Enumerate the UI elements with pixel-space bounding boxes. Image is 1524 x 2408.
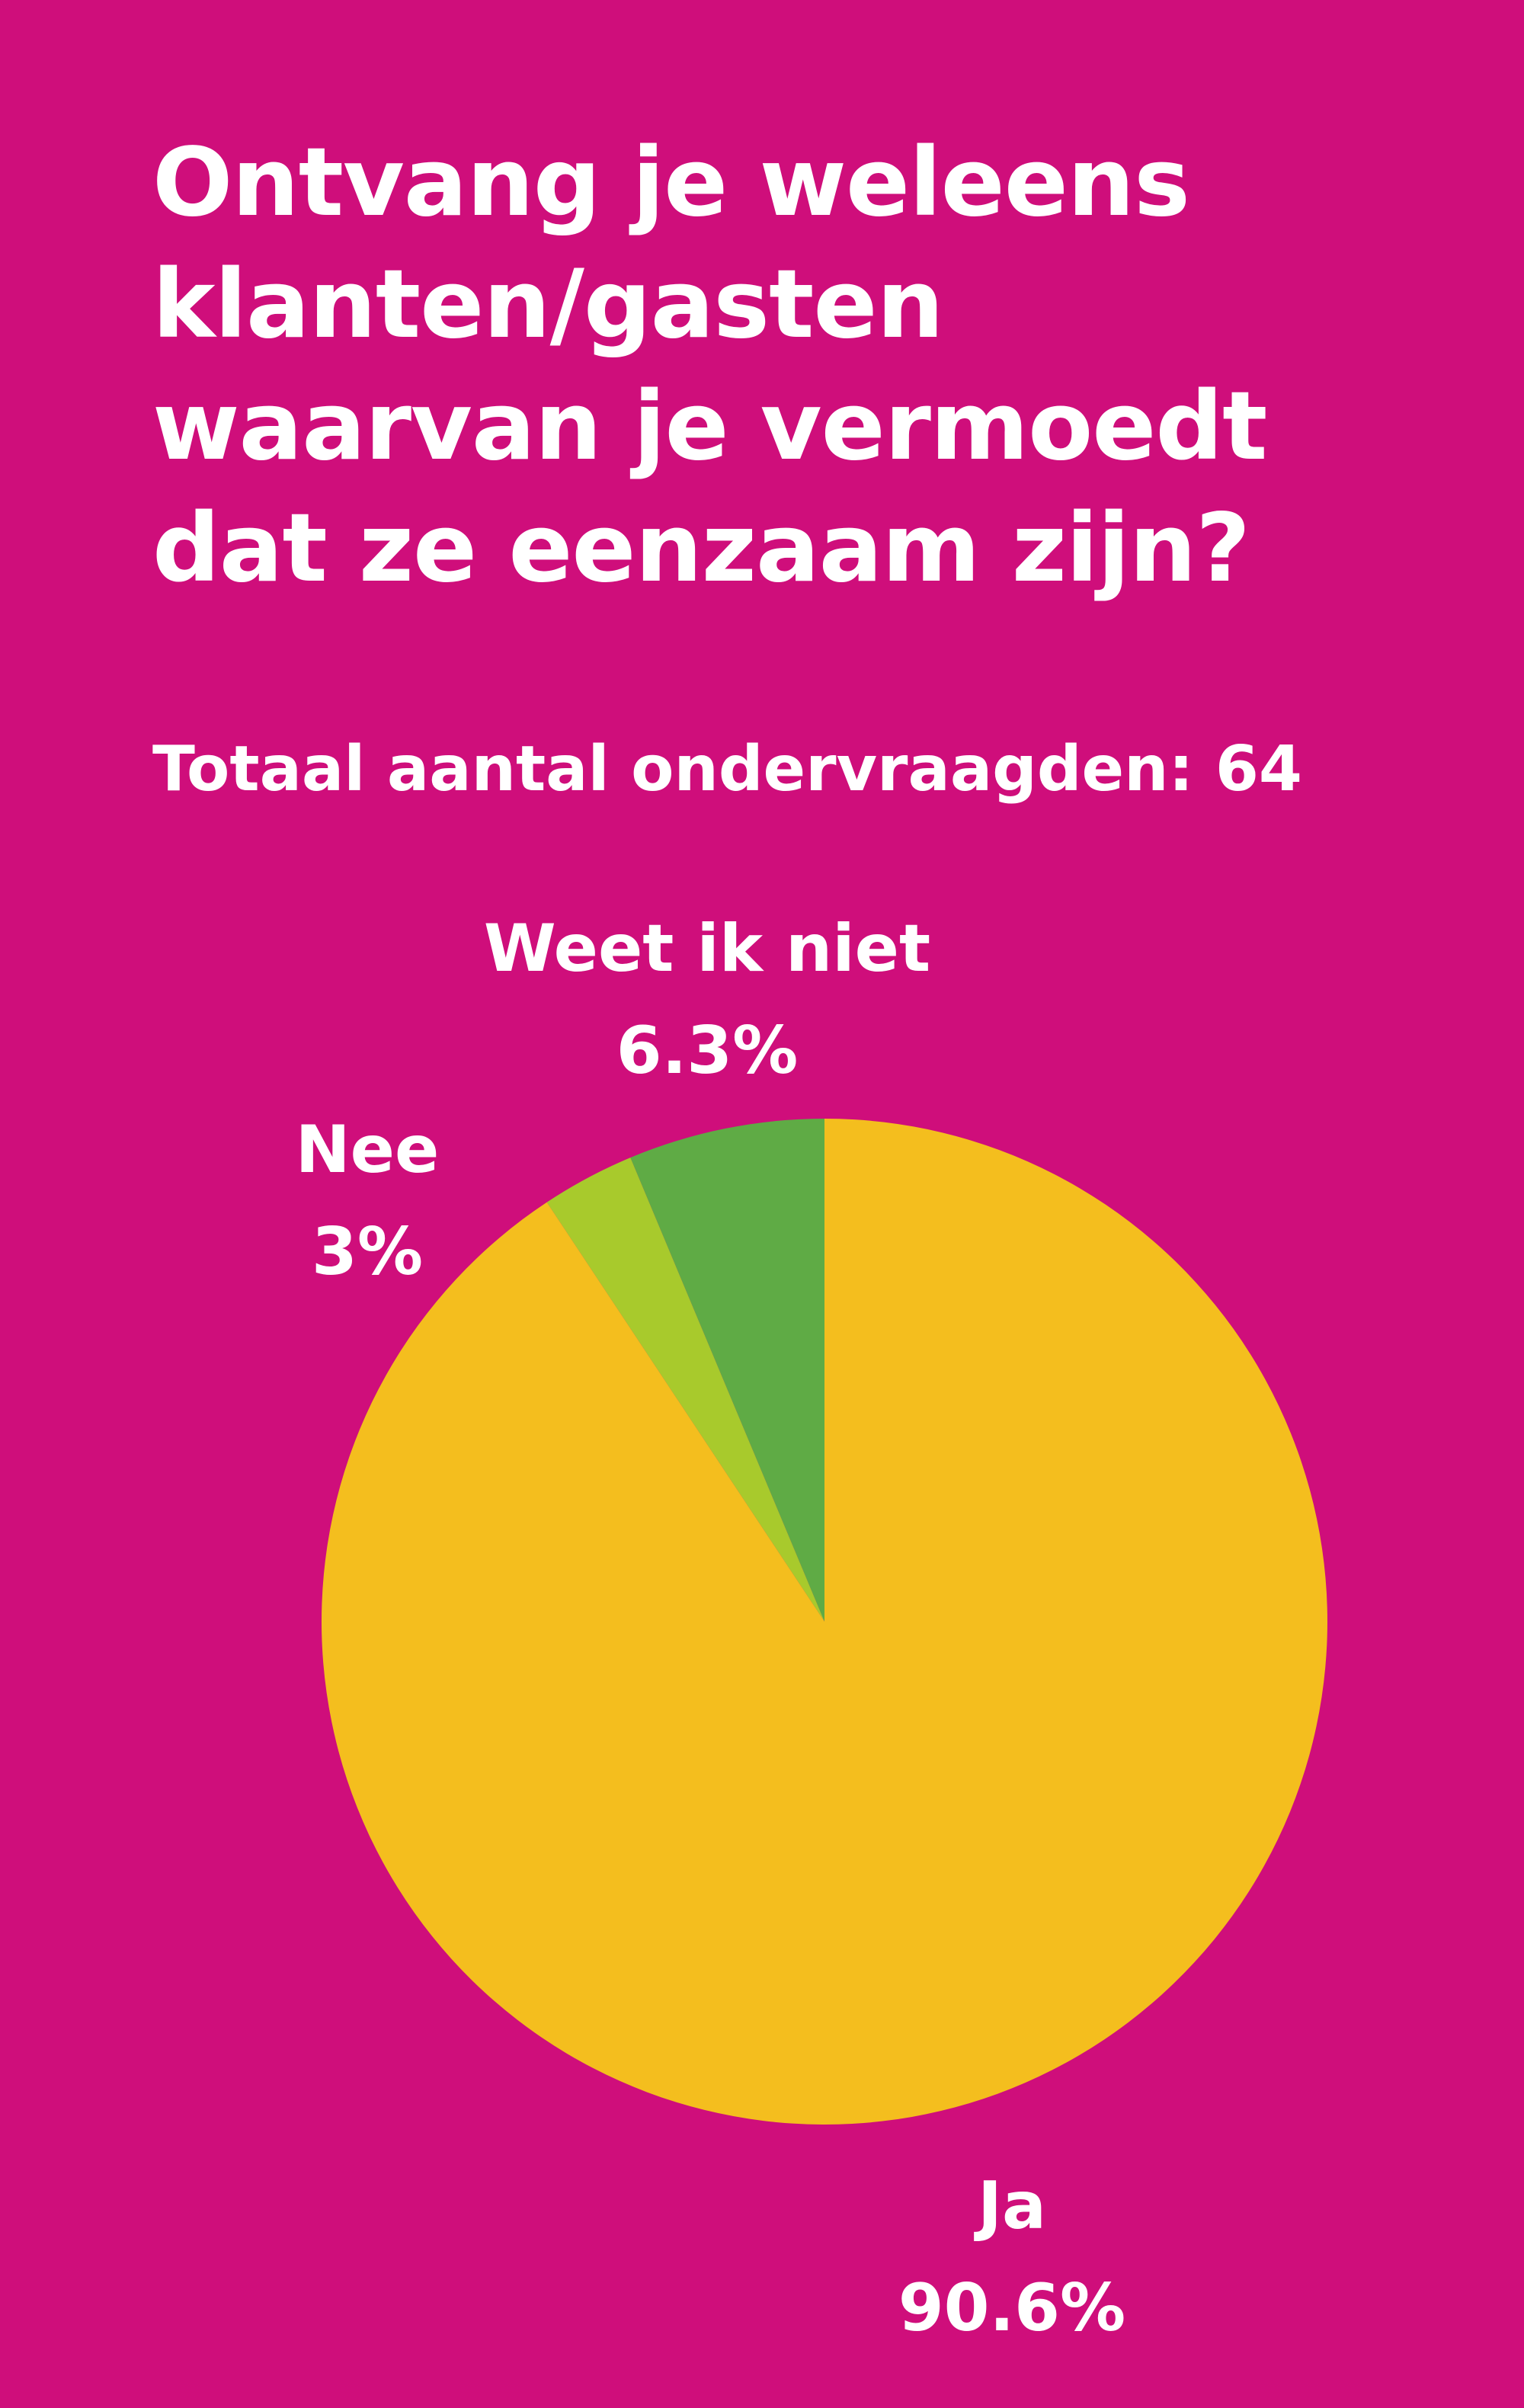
slice-value-weet-ik-niet: 6.3% (616, 1013, 799, 1089)
slice-value-ja: 90.6% (898, 2270, 1125, 2346)
title-line-2: klanten/gasten (152, 250, 944, 360)
slice-label-nee: Nee (296, 1112, 440, 1188)
chart-title: Ontvang je weleens klanten/gasten waarva… (152, 122, 1448, 610)
pie-slices (321, 1119, 1327, 2125)
pie-slice-nee (546, 1158, 824, 1622)
slice-value-nee: 3% (312, 1214, 423, 1290)
pie-slice-ja (321, 1119, 1327, 2125)
pie-labels: Weet ik niet 6.3% Nee 3% Ja 90.6% (296, 911, 1126, 2346)
title-line-4: dat ze eenzaam zijn? (152, 494, 1250, 604)
slice-label-ja: Ja (974, 2168, 1046, 2244)
pie-slice-weet-ik-niet (630, 1119, 824, 1622)
title-line-3: waarvan je vermoedt (152, 372, 1267, 482)
respondent-total: Totaal aantal ondervraagden: 64 (152, 733, 1302, 805)
slice-label-weet-ik-niet: Weet ik niet (484, 911, 930, 987)
title-line-1: Ontvang je weleens (152, 128, 1190, 238)
